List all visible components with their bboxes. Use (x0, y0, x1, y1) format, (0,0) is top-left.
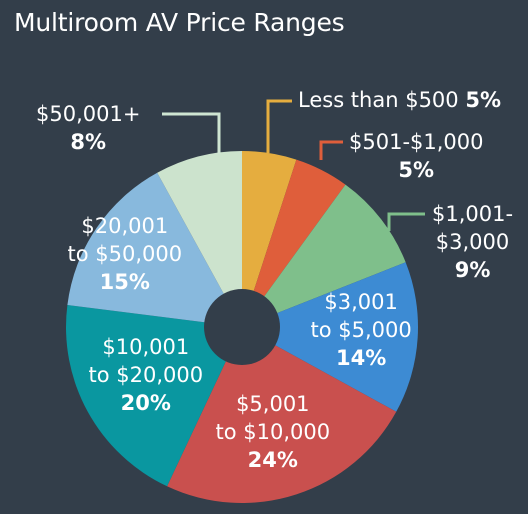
slice-label-text: $20,001 (81, 214, 169, 238)
slice-label-text: $10,001 (102, 335, 190, 359)
pie-slice-6 (66, 304, 242, 487)
pie-slice-3 (242, 184, 406, 327)
slice-label-text: to $50,000 (67, 242, 183, 266)
slice-label-7: $20,001 to $50,000 15% (68, 212, 183, 296)
slice-value-label: 9% (454, 258, 491, 282)
pie-slice-5 (167, 327, 397, 504)
slice-value-label: 24% (247, 448, 298, 472)
chart-title: Multiroom AV Price Ranges (14, 8, 345, 37)
slice-label-8: $50,001+ 8% (36, 100, 140, 156)
slice-label-text: $3,000 (435, 230, 510, 254)
slice-label-4: $3,001 to $5,000 14% (311, 288, 412, 372)
slice-value-label: 20% (120, 391, 171, 415)
slice-value-label: 5% (398, 158, 435, 182)
pie-slice-8 (157, 151, 242, 327)
slice-label-3: $1,001- $3,000 9% (432, 200, 513, 284)
donut-hole (204, 289, 280, 365)
slice-label-text: $501-$1,000 (349, 130, 484, 154)
slice-label-text: $1,001- (432, 202, 514, 226)
slice-label-5: $5,001 to $10,000 24% (216, 390, 331, 474)
slice-label-6: $10,001 to $20,000 20% (89, 333, 204, 417)
leader-line-3 (387, 212, 425, 231)
slice-label-text: $50,001+ (36, 102, 141, 126)
slice-label-text: to $5,000 (310, 318, 412, 342)
pie-slice-2 (242, 159, 346, 327)
pie-slice-7 (67, 172, 242, 327)
slice-value-label: 15% (99, 270, 150, 294)
leader-line-2 (319, 140, 343, 160)
slice-label-1: Less than $500 5% (298, 86, 501, 114)
slice-value-label: 5% (465, 88, 501, 112)
slice-label-text: $3,001 (324, 290, 398, 314)
leader-line-1 (266, 99, 292, 153)
slice-label-2: $501-$1,000 5% (349, 128, 484, 184)
slice-label-text: $5,001 (236, 392, 310, 416)
slice-value-label: 14% (335, 346, 387, 370)
pie-slice-4 (242, 262, 418, 412)
slice-label-text: to $20,000 (88, 363, 204, 387)
slice-value-label: 8% (70, 130, 107, 154)
slice-label-text: to $10,000 (215, 420, 331, 444)
leader-line-8 (162, 112, 221, 154)
pie-slice-1 (242, 150, 297, 327)
slice-label-text: Less than $500 (298, 88, 466, 112)
